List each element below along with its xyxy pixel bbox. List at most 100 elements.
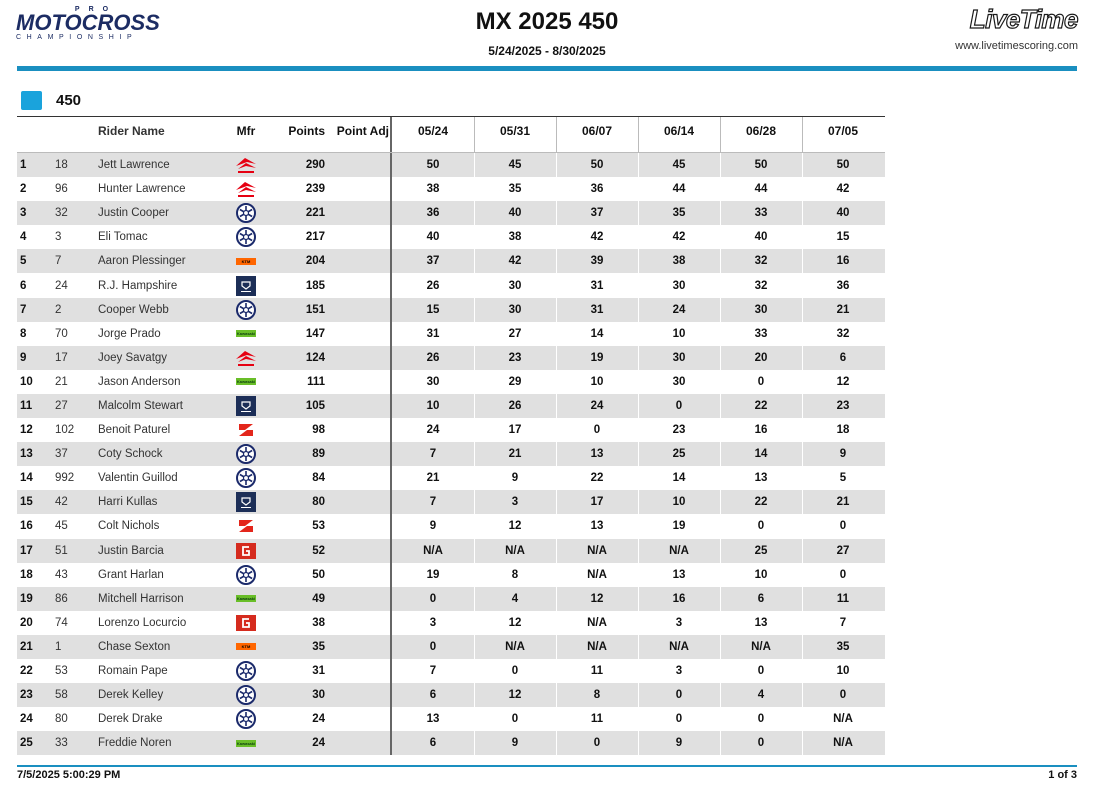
manufacturer: KTM [230,249,262,273]
column-divider [556,153,557,178]
points: 38 [312,616,325,629]
table-row: 5 7 Aaron Plessinger KTM 204 37 42 39 38 32 16 [17,249,885,274]
point-adj [335,731,389,755]
column-divider [390,273,392,298]
round-result: 31 [426,327,440,340]
point-adj [335,322,389,346]
pro-motocross-logo: PRO MOTOCROSS CHAMPIONSHIP [16,6,181,41]
column-divider [802,442,803,467]
point-adj [335,466,389,490]
round-result: 0 [757,737,765,750]
column-divider [556,683,557,708]
column-divider [638,418,639,443]
round-result: N/A [833,737,853,750]
round-result: 30 [508,279,522,292]
round-result: 37 [590,207,604,220]
column-divider [720,345,721,370]
yamaha-icon [235,564,257,586]
round-result: 36 [836,279,850,292]
column-divider [638,225,639,250]
round-result: N/A [505,640,525,653]
table-row: 3 32 Justin Cooper 221 36 40 37 35 33 40 [17,201,885,226]
round-result: 9 [675,737,683,750]
round-result: 21 [426,472,440,485]
position: 8 [20,327,27,340]
position: 9 [20,351,27,364]
rider-number: 51 [55,544,68,557]
column-divider [556,201,557,226]
round-result: 6 [757,592,765,605]
column-divider [556,225,557,250]
round-result: 50 [836,159,850,172]
column-divider [390,321,392,346]
round-result: 31 [590,303,604,316]
position: 6 [20,279,27,292]
point-adj [335,514,389,538]
manufacturer [230,683,262,707]
column-divider [638,586,639,611]
column-divider [390,466,392,491]
position: 10 [20,375,33,388]
points: 185 [305,279,325,292]
manufacturer: Kawasaki [230,731,262,755]
round-result: 14 [754,448,768,461]
column-divider [474,707,475,732]
points: 151 [305,303,325,316]
round-result: 11 [590,665,604,678]
round-result: 19 [590,351,604,364]
table-row: 20 74 Lorenzo Locurcio 38 3 12 N/A 3 13 7 [17,610,885,635]
round-result: 16 [754,424,768,437]
rider-number: 74 [55,616,68,629]
column-divider [802,707,803,732]
round-result: 32 [836,327,850,340]
point-adj [335,346,389,370]
column-divider [556,707,557,732]
date-range: 5/24/2025 - 8/30/2025 [488,44,606,58]
point-adj [335,563,389,587]
round-result: N/A [669,544,689,557]
round-result: N/A [587,640,607,653]
column-divider [638,153,639,178]
column-divider [802,201,803,226]
round-result: 35 [508,183,522,196]
column-divider [720,538,721,563]
manufacturer [230,298,262,322]
column-divider [474,273,475,298]
round-result: 33 [754,207,768,220]
round-result: 26 [426,351,440,364]
round-result: 9 [511,472,519,485]
column-divider [556,249,557,274]
column-divider [720,249,721,274]
column-divider [802,466,803,491]
position: 4 [20,231,27,244]
column-divider [802,369,803,394]
column-divider [638,731,639,756]
round-result: 21 [836,496,850,509]
round-result: 10 [672,327,686,340]
column-divider [390,249,392,274]
round-result: N/A [587,544,607,557]
manufacturer [230,153,262,177]
column-divider [802,562,803,587]
points: 49 [312,592,325,605]
position: 12 [20,424,33,437]
round-result: 25 [672,448,686,461]
rider-number: 17 [55,351,68,364]
round-result: 38 [508,231,522,244]
rider-number: 21 [55,375,68,388]
round-result: 38 [672,255,686,268]
rider-name: Jason Anderson [98,375,181,388]
column-divider [638,297,639,322]
position: 16 [20,520,33,533]
point-adj [335,394,389,418]
column-divider [638,393,639,419]
round-result: 11 [590,713,604,726]
position: 15 [20,496,33,509]
round-result: 21 [508,448,522,461]
column-divider [390,369,392,394]
round-result: 0 [429,640,437,653]
kawasaki-icon: Kawasaki [236,378,256,386]
column-divider [390,707,392,732]
points: 35 [312,640,325,653]
rider-number: 24 [55,279,68,292]
